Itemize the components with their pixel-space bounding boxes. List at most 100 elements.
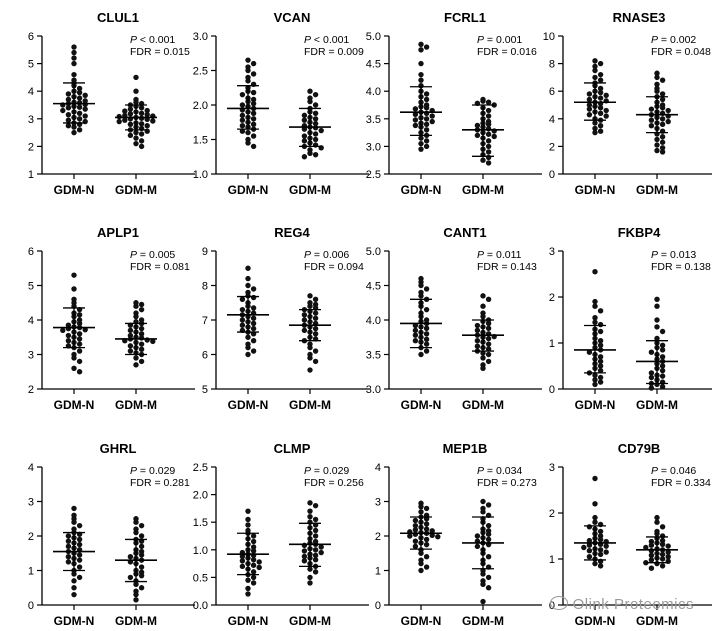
data-point (659, 105, 666, 111)
p-symbol: P (130, 465, 137, 477)
data-point (127, 554, 134, 560)
data-point (138, 331, 145, 337)
data-point (301, 133, 308, 139)
data-point (239, 563, 246, 570)
data-point (423, 348, 430, 354)
data-point (150, 338, 156, 345)
y-tick-label: 1.0 (193, 169, 208, 181)
p-value-label: P = 0.013 (651, 249, 696, 261)
data-point (250, 286, 257, 292)
data-point (648, 385, 655, 391)
data-point (480, 355, 486, 361)
data-point (597, 551, 604, 558)
data-point (307, 88, 313, 94)
data-point (301, 327, 308, 334)
y-tick-label: 6 (549, 86, 555, 98)
data-point (485, 531, 492, 537)
data-point (138, 306, 145, 313)
data-point (122, 117, 128, 123)
data-point (643, 544, 649, 551)
data-point (138, 552, 145, 558)
data-point (586, 524, 593, 530)
data-point (485, 358, 492, 365)
data-point (654, 514, 660, 521)
data-point (138, 543, 145, 550)
data-point (312, 527, 319, 534)
data-point (71, 585, 77, 591)
data-point (659, 145, 666, 151)
data-point (418, 293, 424, 299)
y-tick-label: 1 (28, 566, 34, 578)
data-point (133, 99, 139, 105)
y-tick-label: 0.0 (193, 600, 208, 612)
data-point (581, 544, 587, 551)
data-point (474, 343, 481, 349)
data-point (654, 81, 660, 87)
data-point (423, 121, 430, 128)
data-point (312, 331, 319, 337)
data-point (318, 127, 324, 134)
data-point (485, 131, 492, 137)
data-point (307, 303, 313, 309)
y-tick-label: 5 (28, 281, 34, 293)
data-point (586, 111, 593, 118)
data-point (412, 522, 419, 529)
p-symbol: P (130, 34, 137, 46)
data-point (312, 131, 319, 137)
data-point (423, 536, 430, 543)
data-point (71, 44, 77, 50)
data-point (245, 275, 251, 282)
x-tick-label: GDM-N (228, 614, 269, 628)
data-point (418, 47, 424, 53)
data-point (127, 106, 134, 112)
watermark: Olink Proteomics (549, 596, 694, 613)
data-point (480, 303, 486, 309)
data-point (485, 154, 492, 161)
data-point (250, 110, 257, 116)
data-point (65, 325, 72, 332)
data-point (76, 336, 83, 342)
data-point (654, 142, 660, 148)
data-point (250, 569, 257, 575)
data-point (138, 341, 145, 347)
p-value-text: = 0.046 (658, 465, 696, 477)
data-point (239, 128, 246, 134)
data-point (423, 116, 430, 122)
data-point (127, 111, 134, 117)
data-point (654, 147, 660, 154)
data-point (485, 138, 492, 144)
data-point (138, 335, 145, 341)
data-point (60, 327, 66, 334)
panel-title: REG4 (274, 225, 310, 240)
panel-title: GHRL (100, 441, 137, 456)
data-point (138, 105, 145, 111)
y-tick-label: 2 (28, 531, 34, 543)
x-tick-label: GDM-N (228, 398, 269, 412)
data-point (597, 354, 604, 360)
data-point (597, 71, 604, 78)
data-point (250, 557, 257, 563)
data-point (76, 331, 83, 337)
data-point (586, 349, 593, 355)
data-point (133, 362, 139, 368)
x-tick-label: GDM-N (575, 614, 616, 628)
fdr-label: FDR = 0.281 (130, 477, 190, 489)
data-point (301, 112, 308, 119)
y-tick-label: 3.5 (366, 350, 381, 362)
data-point (76, 536, 83, 543)
fdr-label: FDR = 0.143 (477, 261, 537, 273)
data-point (65, 91, 72, 97)
data-point (659, 134, 666, 140)
data-point (138, 138, 145, 144)
data-point (412, 527, 419, 533)
data-point (597, 328, 604, 335)
data-point (597, 374, 604, 381)
y-tick-label: 8 (549, 59, 555, 71)
data-point (138, 115, 145, 121)
data-point (412, 517, 419, 524)
data-point (239, 317, 246, 323)
data-point (654, 303, 660, 309)
data-point (250, 133, 257, 139)
data-point (127, 348, 134, 354)
